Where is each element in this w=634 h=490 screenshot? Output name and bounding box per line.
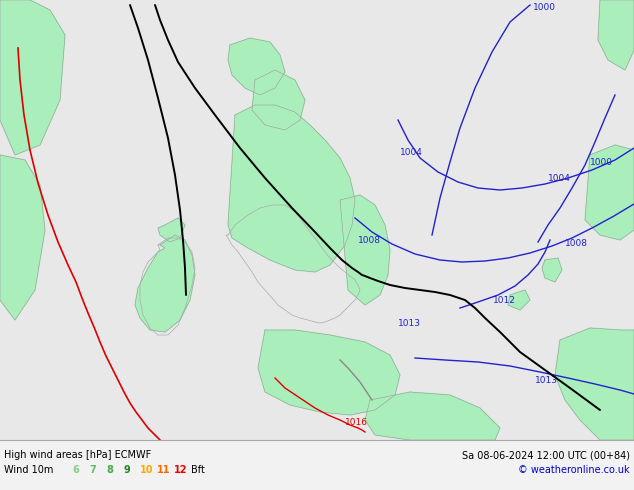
- Text: 1012: 1012: [493, 295, 516, 304]
- Text: 1013: 1013: [535, 375, 558, 385]
- Text: Wind 10m: Wind 10m: [4, 465, 53, 475]
- Polygon shape: [228, 105, 355, 272]
- Text: 9: 9: [123, 465, 130, 475]
- Text: 8: 8: [106, 465, 113, 475]
- Text: 1004: 1004: [548, 173, 571, 182]
- Text: High wind areas [hPa] ECMWF: High wind areas [hPa] ECMWF: [4, 450, 152, 460]
- Text: 1008: 1008: [565, 239, 588, 247]
- Polygon shape: [258, 330, 400, 415]
- Text: 1000: 1000: [533, 3, 556, 13]
- Bar: [0, 440, 634, 490]
- Text: 1016: 1016: [345, 417, 368, 426]
- Text: © weatheronline.co.uk: © weatheronline.co.uk: [519, 465, 630, 475]
- Polygon shape: [340, 195, 390, 305]
- Polygon shape: [585, 145, 634, 240]
- Text: 1008: 1008: [358, 236, 381, 245]
- Text: 1000: 1000: [590, 157, 613, 167]
- Text: 1013: 1013: [398, 318, 421, 327]
- Text: 11: 11: [157, 465, 171, 475]
- Polygon shape: [542, 258, 562, 282]
- Text: 1004: 1004: [400, 147, 423, 156]
- Text: 7: 7: [89, 465, 96, 475]
- Text: 10: 10: [140, 465, 153, 475]
- Polygon shape: [135, 235, 195, 332]
- Polygon shape: [365, 392, 500, 440]
- Polygon shape: [0, 0, 65, 155]
- Text: Bft: Bft: [191, 465, 205, 475]
- Polygon shape: [555, 328, 634, 440]
- Polygon shape: [252, 70, 305, 130]
- Polygon shape: [228, 38, 285, 95]
- Polygon shape: [598, 0, 634, 70]
- Text: Sa 08-06-2024 12:00 UTC (00+84): Sa 08-06-2024 12:00 UTC (00+84): [462, 450, 630, 460]
- Text: 12: 12: [174, 465, 188, 475]
- Text: 6: 6: [72, 465, 79, 475]
- Polygon shape: [0, 155, 45, 320]
- Polygon shape: [158, 218, 185, 242]
- Polygon shape: [508, 290, 530, 310]
